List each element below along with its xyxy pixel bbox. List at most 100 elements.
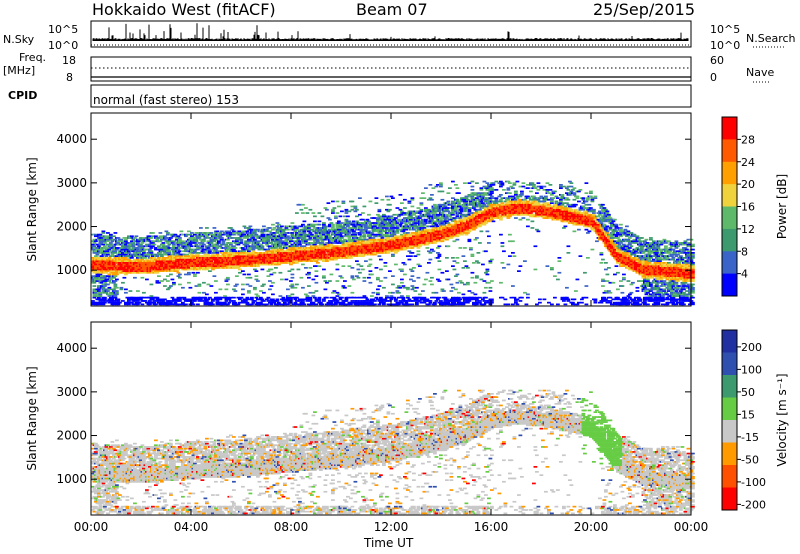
- echo-cell: [219, 289, 223, 291]
- echo-cell: [304, 240, 308, 242]
- echo-cell: [120, 289, 124, 291]
- echo-cell: [345, 299, 349, 301]
- echo-cell: [162, 242, 166, 244]
- echo-cell: [318, 297, 322, 299]
- echo-cell: [349, 257, 353, 259]
- echo-cell: [291, 284, 295, 286]
- echo-cell: [253, 232, 257, 234]
- echo-cell: [343, 287, 347, 289]
- echo-cell: [301, 224, 305, 226]
- echo-cell: [244, 300, 248, 302]
- nsky-trace: [93, 23, 688, 41]
- echo-cell: [177, 269, 181, 271]
- echo-cell: [121, 300, 125, 302]
- echo-cell: [246, 302, 250, 304]
- echo-cell: [390, 216, 394, 218]
- echo-cell: [199, 227, 203, 229]
- echo-cell: [262, 292, 266, 294]
- echo-cell: [289, 264, 293, 266]
- echo-cell: [234, 247, 238, 249]
- echo-cell: [313, 244, 317, 246]
- echo-cell: [157, 275, 161, 277]
- echo-cell: [187, 247, 191, 249]
- echo-cell: [210, 260, 214, 262]
- echo-cell: [357, 264, 361, 266]
- echo-cell: [237, 267, 241, 269]
- echo-cell: [106, 240, 110, 242]
- echo-cell: [391, 226, 395, 228]
- echo-cell: [255, 279, 259, 281]
- echo-cell: [144, 257, 148, 259]
- echo-cell: [291, 269, 295, 271]
- echo-cell: [232, 300, 236, 302]
- echo-cell: [142, 292, 146, 294]
- echo-cell: [406, 287, 410, 289]
- echo-cell: [141, 242, 145, 244]
- echo-cell: [217, 242, 221, 244]
- echo-cell: [229, 242, 233, 244]
- echo-cell: [402, 231, 406, 233]
- echo-cell: [106, 252, 110, 254]
- echo-cell: [352, 231, 356, 233]
- echo-cell: [294, 299, 298, 301]
- echo-cell: [354, 235, 358, 237]
- echo-cell: [150, 237, 154, 239]
- echo-cell: [346, 226, 350, 228]
- echo-cell: [325, 297, 329, 299]
- echo-cell: [120, 239, 124, 241]
- echo-cell: [355, 216, 359, 218]
- echo-cell: [153, 302, 157, 304]
- echo-cell: [109, 244, 113, 246]
- echo-cell: [411, 247, 415, 249]
- echo-cell: [330, 302, 334, 304]
- echo-cell: [336, 295, 340, 297]
- echo-cell: [132, 239, 136, 241]
- echo-cell: [189, 244, 193, 246]
- echo-cell: [394, 299, 398, 301]
- echo-cell: [312, 212, 316, 214]
- echo-cell: [411, 275, 415, 277]
- echo-cell: [103, 277, 107, 279]
- echo-cell: [196, 254, 200, 256]
- echo-cell: [382, 287, 386, 289]
- echo-cell: [207, 247, 211, 249]
- echo-cell: [268, 245, 272, 247]
- echo-cell: [315, 282, 319, 284]
- echo-cell: [247, 292, 251, 294]
- echo-cell: [358, 237, 362, 239]
- echo-cell: [138, 302, 142, 304]
- echo-cell: [184, 235, 188, 237]
- echo-cell: [331, 212, 335, 214]
- echo-cell: [391, 197, 395, 199]
- echo-cell: [180, 255, 184, 257]
- echo-cell: [93, 242, 97, 244]
- echo-cell: [322, 299, 326, 301]
- echo-cell: [124, 292, 128, 294]
- echo-cell: [216, 252, 220, 254]
- echo-cell: [277, 264, 281, 266]
- echo-cell: [361, 269, 365, 271]
- echo-cell: [282, 297, 286, 299]
- echo-cell: [354, 206, 358, 208]
- echo-cell: [93, 282, 97, 284]
- echo-cell: [178, 284, 182, 286]
- echo-cell: [214, 232, 218, 234]
- echo-cell: [168, 244, 172, 246]
- echo-cell: [201, 242, 205, 244]
- echo-cell: [225, 300, 229, 302]
- echo-cell: [136, 300, 140, 302]
- echo-cell: [178, 299, 182, 301]
- echo-cell: [112, 264, 116, 266]
- echo-cell: [381, 237, 385, 239]
- echo-cell: [193, 274, 197, 276]
- echo-cell: [118, 302, 122, 304]
- echo-cell: [331, 226, 335, 228]
- echo-cell: [255, 297, 259, 299]
- echo-cell: [168, 287, 172, 289]
- echo-cell: [394, 264, 398, 266]
- echo-cell: [280, 226, 284, 228]
- echo-cell: [219, 299, 223, 301]
- echo-cell: [393, 219, 397, 221]
- echo-cell: [99, 294, 103, 296]
- echo-cell: [106, 232, 110, 234]
